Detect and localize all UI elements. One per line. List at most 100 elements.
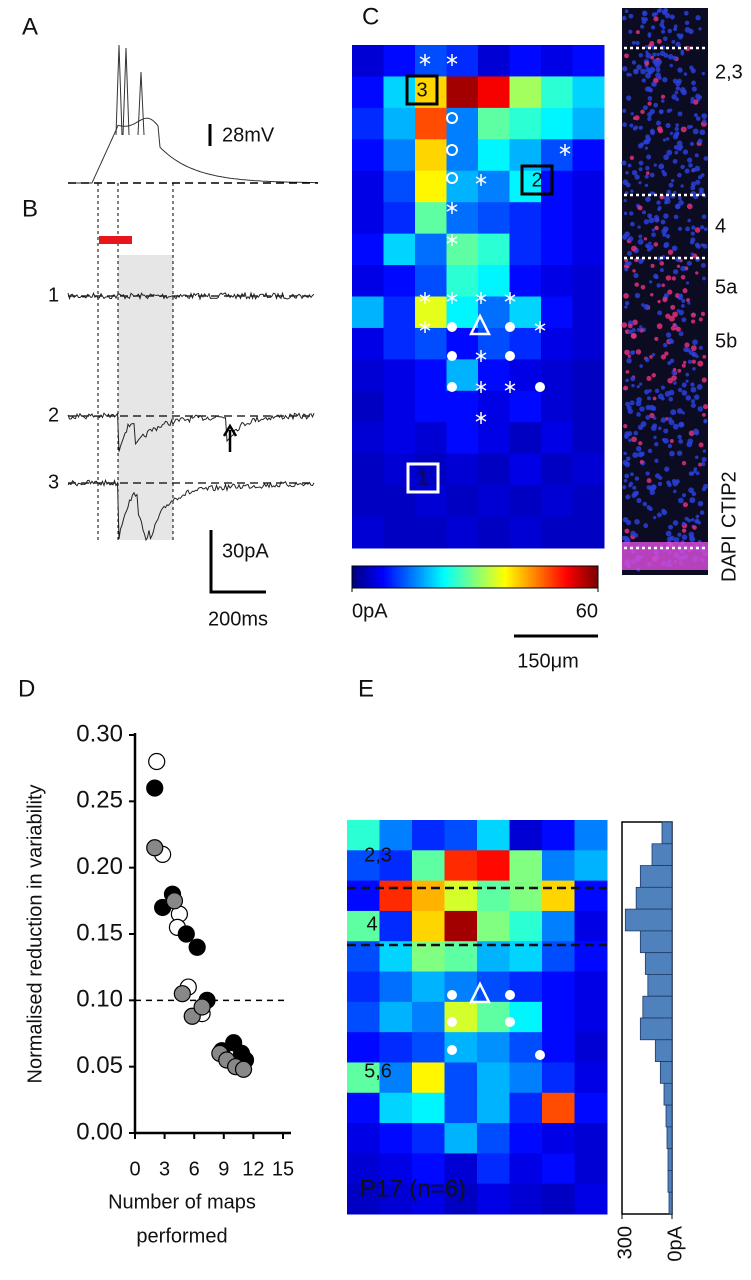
heatmap-cell bbox=[509, 202, 542, 235]
x-axis-label: Number of maps bbox=[108, 1191, 256, 1213]
map-box bbox=[520, 164, 554, 196]
cell-nucleus bbox=[645, 243, 650, 248]
dot-marker bbox=[447, 1017, 457, 1027]
cell-nucleus bbox=[697, 406, 704, 412]
heatmap-cell bbox=[446, 265, 479, 297]
heatmap-cell bbox=[415, 359, 447, 392]
spike bbox=[122, 47, 130, 136]
cell-nucleus bbox=[667, 443, 673, 449]
cell-nucleus bbox=[698, 345, 703, 350]
cell-nucleus bbox=[680, 126, 687, 133]
cell-nucleus bbox=[668, 338, 674, 344]
cell-nucleus bbox=[658, 426, 662, 431]
colorbar-step bbox=[438, 566, 441, 588]
cell-nucleus bbox=[661, 509, 668, 516]
colorbar-step bbox=[444, 566, 447, 588]
cell-nucleus bbox=[668, 182, 674, 188]
cell-nucleus bbox=[700, 262, 706, 268]
colorbar-step bbox=[476, 566, 479, 588]
cell-nucleus bbox=[689, 141, 695, 147]
cell-nucleus bbox=[677, 532, 682, 537]
cell-nucleus bbox=[665, 275, 672, 281]
cell-nucleus bbox=[695, 93, 701, 99]
cell-nucleus bbox=[660, 219, 666, 225]
cell-nucleus bbox=[701, 113, 708, 119]
cell-nucleus bbox=[681, 317, 687, 323]
asterisk-marker bbox=[559, 144, 571, 156]
cell-nucleus bbox=[678, 293, 684, 298]
cell-nucleus bbox=[681, 382, 687, 388]
panel-label: D bbox=[18, 675, 35, 702]
cell-nucleus bbox=[678, 196, 682, 201]
heatmap-cell bbox=[574, 1092, 608, 1124]
cell-nucleus bbox=[673, 131, 680, 138]
cell-nucleus bbox=[634, 174, 640, 180]
heatmap-cell bbox=[444, 1153, 478, 1185]
cell-nucleus bbox=[676, 264, 681, 268]
heatmap-cell bbox=[572, 422, 605, 455]
x-tick-label: 6 bbox=[189, 1158, 200, 1180]
cell-nucleus bbox=[662, 342, 668, 348]
heatmap-cell bbox=[383, 359, 416, 392]
heatmap-cell bbox=[542, 1001, 575, 1033]
cell-nucleus bbox=[626, 95, 632, 101]
cell-nucleus bbox=[648, 244, 654, 250]
histology bbox=[622, 8, 708, 575]
heatmap-cell bbox=[412, 820, 445, 851]
cell-nucleus bbox=[648, 241, 652, 245]
colorbar-step bbox=[366, 566, 369, 588]
dot-marker bbox=[535, 382, 545, 392]
colorbar-step bbox=[590, 566, 593, 588]
bar bbox=[661, 821, 673, 845]
heatmap-cell bbox=[352, 359, 384, 392]
cell-nucleus bbox=[682, 288, 688, 294]
cell-nucleus bbox=[637, 225, 641, 229]
cell-nucleus bbox=[638, 167, 643, 172]
data-point bbox=[165, 892, 184, 910]
cell-nucleus bbox=[672, 423, 679, 430]
cell-nucleus bbox=[644, 357, 650, 363]
cell-nucleus bbox=[669, 14, 675, 20]
cell-nucleus bbox=[671, 39, 676, 44]
heatmap-cell bbox=[415, 202, 447, 235]
layer-label: 5b bbox=[715, 330, 737, 352]
colorbar-step bbox=[572, 566, 575, 588]
heatmap-cell bbox=[572, 296, 605, 329]
cell-nucleus bbox=[631, 245, 637, 252]
colorbar-step bbox=[566, 566, 569, 588]
bar bbox=[667, 1148, 673, 1171]
cell-nucleus bbox=[690, 402, 696, 409]
heatmap-cell bbox=[542, 910, 575, 942]
y-tick-label: 0.20 bbox=[76, 853, 123, 880]
cell-nucleus bbox=[624, 300, 630, 306]
cell-nucleus bbox=[685, 395, 692, 401]
light-stimulus bbox=[99, 236, 132, 244]
cell-nucleus bbox=[645, 72, 651, 79]
cell-nucleus bbox=[673, 24, 678, 29]
cell-nucleus bbox=[640, 68, 646, 75]
data-point bbox=[146, 779, 164, 797]
colorbar-step bbox=[588, 566, 591, 588]
cell-nucleus bbox=[625, 170, 629, 175]
cell-nucleus bbox=[653, 242, 659, 247]
cell-nucleus bbox=[690, 96, 695, 102]
heatmap-cell bbox=[574, 820, 608, 851]
layer-label: 5a bbox=[715, 276, 738, 298]
heatmap-cell bbox=[444, 910, 478, 942]
cell-nucleus bbox=[623, 478, 628, 483]
heatmap-cell bbox=[383, 233, 416, 266]
cell-nucleus bbox=[666, 189, 672, 195]
bar bbox=[651, 843, 673, 866]
asterisk-marker bbox=[475, 292, 487, 304]
cell-nucleus bbox=[646, 485, 652, 490]
cell-nucleus bbox=[665, 233, 671, 239]
cell-nucleus bbox=[625, 494, 631, 500]
x-tick-label: 0 bbox=[129, 1158, 140, 1180]
cell-nucleus bbox=[646, 478, 652, 484]
heatmap-cell bbox=[347, 910, 380, 942]
cell-nucleus bbox=[649, 128, 655, 134]
map-label: 1 bbox=[417, 467, 428, 489]
cell-nucleus bbox=[666, 137, 670, 141]
cell-nucleus bbox=[645, 52, 652, 59]
cell-nucleus bbox=[622, 485, 627, 490]
